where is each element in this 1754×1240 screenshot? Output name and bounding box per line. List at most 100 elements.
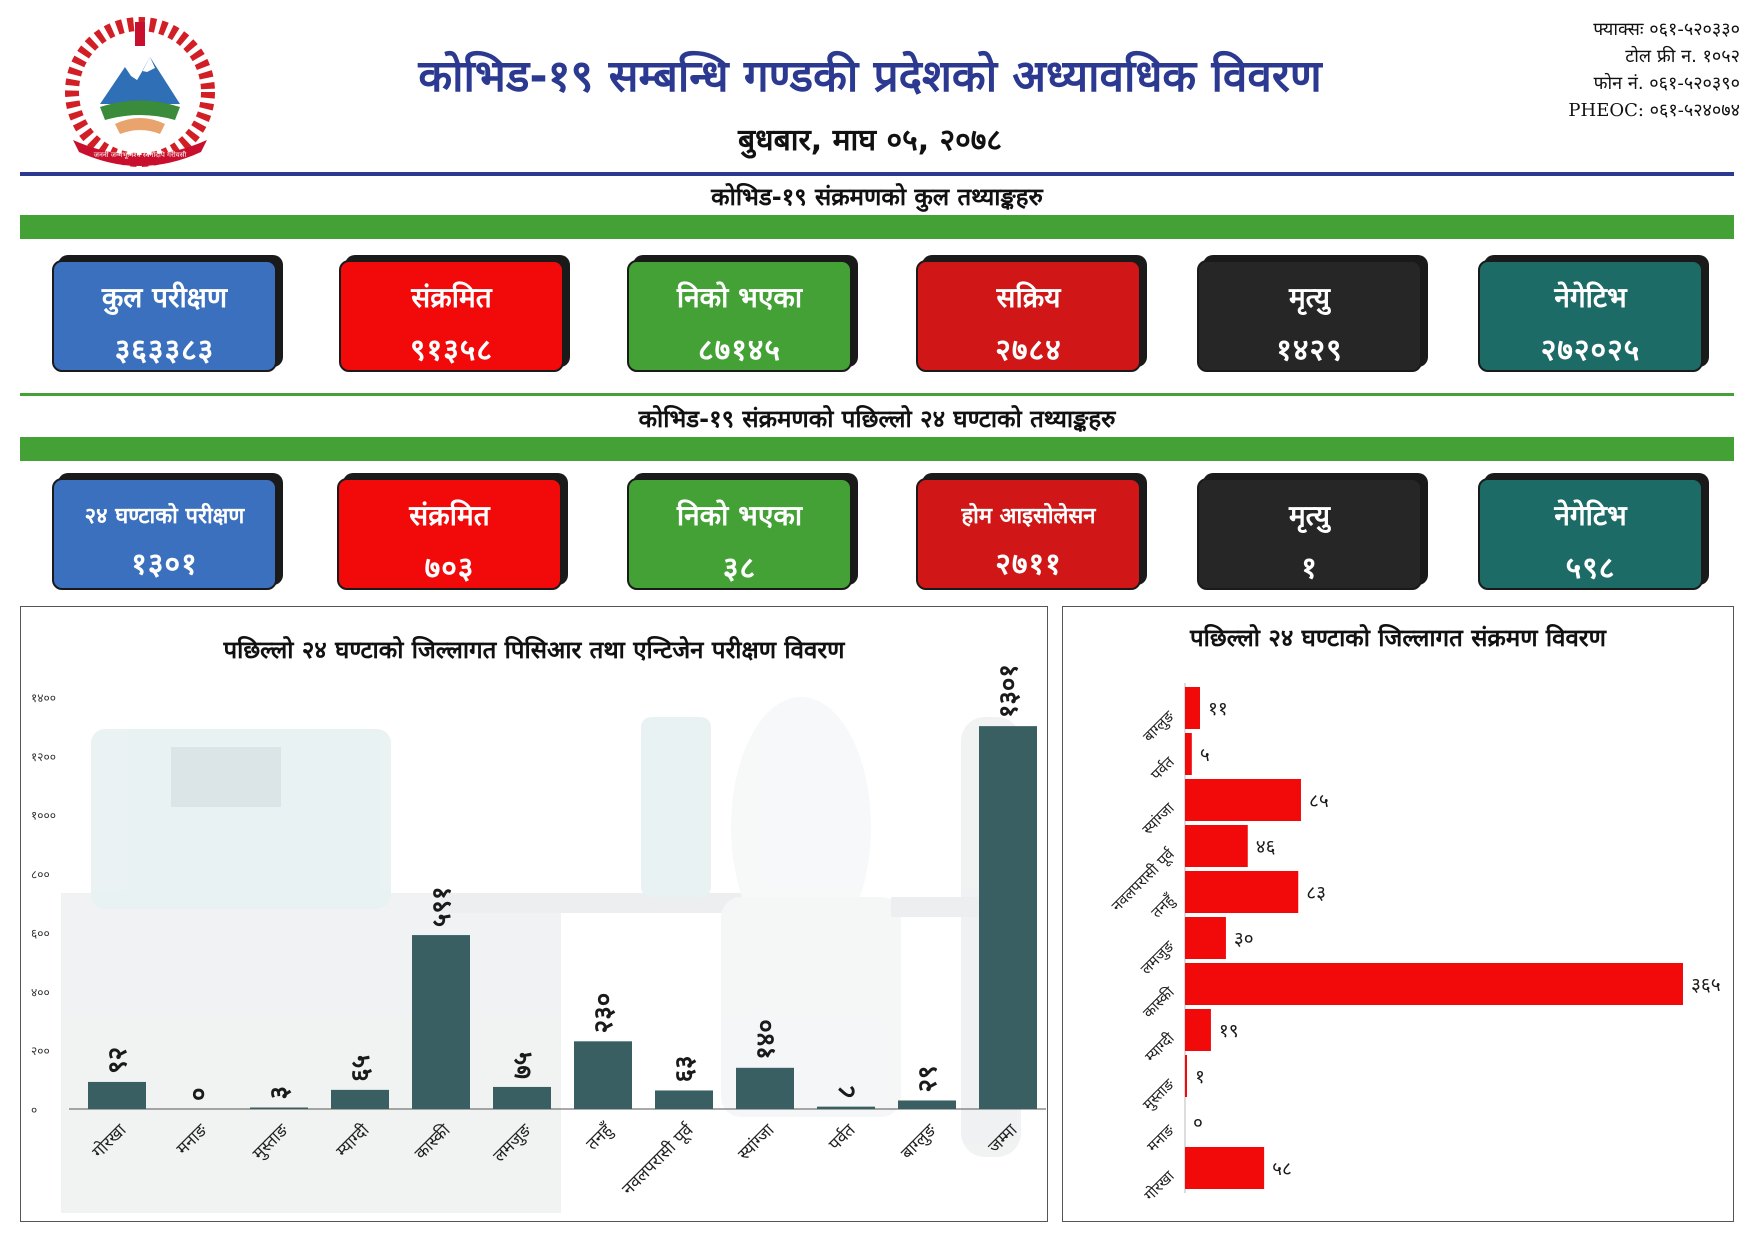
last24-recovered-card: निको भएका ३८	[627, 478, 852, 590]
total-infected-card: संक्रमित ९१३५८	[339, 260, 564, 372]
infection-bar	[1185, 1009, 1211, 1051]
test-value-label: ६३	[670, 1055, 700, 1082]
infection-category-label: स्यांग्जा	[1139, 798, 1179, 838]
card-label: निको भएका	[676, 281, 803, 314]
last24-section-heading: कोभिड-१९ संक्रमणको पछिल्लो २४ घण्टाको तथ…	[638, 405, 1116, 433]
test-chart-title: पछिल्लो २४ घण्टाको जिल्लागत पिसिआर तथा ए…	[223, 636, 845, 664]
infection-category-label: म्याग्दी	[1141, 1028, 1178, 1065]
total-recovered-card: निको भएका ८७१४५	[627, 260, 852, 372]
last24-home-isolation-card: होम आइसोलेसन २७११	[916, 478, 1141, 590]
card-value: ७०३	[424, 551, 475, 586]
toll-free-number: टोल फ्री न. १०५२	[1625, 46, 1740, 67]
infection-category-label: लमजुङ	[1137, 937, 1179, 979]
test-value-label: ७५	[508, 1052, 538, 1079]
test-value-label: ०	[184, 1087, 214, 1101]
pheoc-number: PHEOC: ०६१-५२४०७४	[1568, 100, 1740, 121]
test-bar	[736, 1067, 794, 1109]
test-category-label: स्यांग्जा	[734, 1120, 779, 1165]
infection-bar	[1185, 825, 1248, 867]
last24-tests-card: २४ घण्टाको परीक्षण १३०१	[52, 478, 277, 590]
infection-bar	[1185, 779, 1301, 821]
phone-number: फोन नं. ०६१-५२०३९०	[1593, 73, 1740, 94]
infection-bar	[1185, 1147, 1265, 1189]
test-bar	[574, 1041, 632, 1109]
test-bar	[898, 1100, 956, 1109]
report-date: बुधबार, माघ ०५, २०७८	[738, 123, 1002, 158]
card-label: सक्रिय	[996, 281, 1061, 314]
test-bar	[250, 1107, 308, 1109]
test-value-label: २३०	[589, 993, 619, 1034]
y-tick-label: ४००	[31, 985, 50, 999]
card-label: नेगेटिभ	[1554, 499, 1627, 532]
test-category-label: बाग्लुङ	[897, 1120, 941, 1164]
test-bar	[817, 1106, 875, 1109]
card-label: नेगेटिभ	[1554, 281, 1627, 314]
infection-value-label: ५	[1200, 744, 1210, 766]
test-value-label: १४०	[751, 1019, 781, 1060]
test-bar	[493, 1086, 551, 1109]
infection-category-label: कास्की	[1139, 982, 1178, 1021]
card-value: १४२९	[1276, 333, 1343, 368]
infection-chart-title: पछिल्लो २४ घण्टाको जिल्लागत संक्रमण विवर…	[1190, 624, 1606, 652]
card-value: ३८	[722, 551, 757, 586]
test-bar	[88, 1081, 146, 1109]
last24-section-bar	[20, 437, 1734, 461]
y-tick-label: २००	[31, 1044, 50, 1058]
fax-number: फ्याक्सः ०६१-५२०३३०	[1593, 19, 1740, 40]
infection-category-label: बाग्लुङ	[1139, 707, 1178, 746]
page-title: कोभिड-१९ सम्बन्धि गण्डकी प्रदेशको अध्याव…	[418, 51, 1322, 102]
card-value: ३६३३८३	[114, 333, 215, 368]
y-tick-label: १४००	[31, 691, 56, 705]
infection-category-label: मुस्ताङ	[1139, 1075, 1179, 1115]
card-label: संक्रमित	[411, 281, 492, 314]
test-value-label: १३०१	[994, 664, 1024, 718]
section-divider	[20, 393, 1734, 396]
infection-category-label: तनहुँ	[1148, 890, 1180, 922]
card-value: १	[1301, 551, 1318, 586]
infection-value-label: ८३	[1306, 882, 1326, 904]
infection-bar	[1185, 871, 1299, 913]
infection-value-label: १९	[1219, 1020, 1239, 1042]
test-value-label: ६५	[346, 1055, 376, 1082]
infection-value-label: १	[1195, 1066, 1205, 1088]
total-section-heading: कोभिड-१९ संक्रमणको कुल तथ्याङ्कहरु	[711, 183, 1043, 211]
total-active-card: सक्रिय २७८४	[916, 260, 1141, 372]
nepal-emblem-logo: जननी जन्मभूमिश्च स्वर्गादपि गरीयसी	[65, 17, 215, 167]
card-label: मृत्यु	[1288, 281, 1331, 314]
infection-bar	[1185, 963, 1683, 1005]
infection-value-label: ४६	[1256, 836, 1276, 858]
test-bar	[412, 935, 470, 1109]
y-tick-label: १०००	[31, 809, 56, 823]
infection-value-label: ११	[1208, 698, 1228, 720]
test-value-label: ५९१	[427, 887, 457, 928]
infection-value-label: ०	[1193, 1112, 1203, 1134]
card-value: ५९८	[1565, 551, 1616, 586]
last24-infected-card: संक्रमित ७०३	[337, 478, 562, 590]
infection-value-label: ३६५	[1691, 974, 1721, 996]
last24-negative-card: नेगेटिभ ५९८	[1478, 478, 1703, 590]
test-value-label: ३	[265, 1086, 295, 1100]
infection-bar	[1185, 687, 1201, 729]
test-value-label: २९	[913, 1065, 943, 1092]
card-value: २७११	[995, 547, 1062, 582]
card-label: २४ घण्टाको परीक्षण	[84, 504, 245, 529]
last24-deaths-card: मृत्यु १	[1197, 478, 1422, 590]
y-tick-label: ०	[31, 1103, 37, 1117]
test-bar	[655, 1090, 713, 1109]
infection-bar	[1185, 1055, 1187, 1097]
test-bar	[331, 1089, 389, 1109]
card-value: ८७१४५	[698, 333, 781, 368]
infection-category-label: पर्वत	[1147, 753, 1178, 784]
total-tests-card: कुल परीक्षण ३६३३८३	[52, 260, 277, 372]
test-category-label: तनहुँ	[582, 1119, 618, 1155]
y-tick-label: ६००	[31, 926, 50, 940]
test-value-label: ९२	[103, 1047, 133, 1074]
infection-chart-panel: पछिल्लो २४ घण्टाको जिल्लागत संक्रमण विवर…	[1062, 606, 1734, 1222]
test-chart-panel: पछिल्लो २४ घण्टाको जिल्लागत पिसिआर तथा ए…	[20, 606, 1048, 1222]
emblem-motto: जननी जन्मभूमिश्च स्वर्गादपि गरीयसी	[94, 150, 187, 159]
infection-value-label: ८५	[1309, 790, 1329, 812]
test-category-label: पर्वत	[824, 1119, 859, 1154]
total-negative-card: नेगेटिभ २७२०२५	[1478, 260, 1703, 372]
